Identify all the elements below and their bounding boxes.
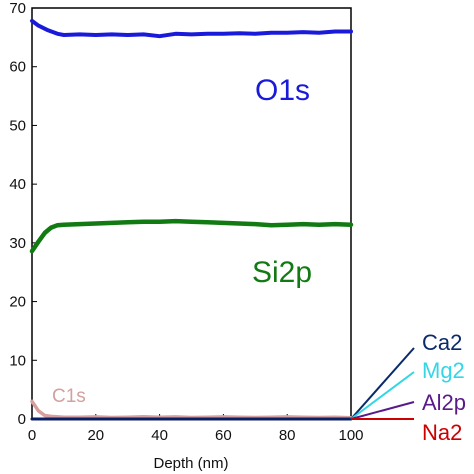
- series-line-si2p: [29, 218, 354, 254]
- legend-label-ca2: Ca2: [422, 330, 462, 355]
- x-axis-label: Depth (nm): [153, 455, 228, 472]
- legend-label-mg2: Mg2: [422, 358, 465, 383]
- legend-leader-ca2: [350, 347, 415, 420]
- series-label-o1s: O1s: [255, 74, 310, 107]
- y-tick-label: 70: [9, 0, 26, 17]
- legend-leader-lines: [350, 347, 415, 420]
- x-tick-label: 100: [338, 427, 363, 444]
- legend-leader-al2p: [350, 401, 415, 420]
- legend-label-al2p: Al2p: [422, 390, 466, 415]
- x-tick-label: 80: [279, 427, 296, 444]
- legend-leader-mg2: [350, 371, 415, 420]
- x-tick-label: 60: [215, 427, 232, 444]
- series-line-c1s: [30, 399, 353, 420]
- y-axis-ticks: 0 10 20 30 40 50 60 70: [9, 0, 37, 428]
- y-tick-label: 10: [9, 352, 26, 369]
- y-tick-label: 40: [9, 176, 26, 193]
- x-tick-label: 20: [87, 427, 104, 444]
- series-lines: [29, 18, 354, 421]
- x-tick-label: 40: [151, 427, 168, 444]
- series-label-si2p: Si2p: [252, 256, 312, 289]
- x-tick-label: 0: [28, 427, 36, 444]
- y-tick-label: 30: [9, 235, 26, 252]
- y-tick-label: 50: [9, 117, 26, 134]
- y-tick-label: 0: [18, 411, 26, 428]
- series-label-c1s: C1s: [52, 386, 86, 407]
- legend-label-na2: Na2: [422, 420, 462, 445]
- series-line-o1s: [30, 18, 353, 39]
- y-tick-label: 60: [9, 59, 26, 76]
- plot-frame: [31, 7, 352, 420]
- y-tick-label: 20: [9, 294, 26, 311]
